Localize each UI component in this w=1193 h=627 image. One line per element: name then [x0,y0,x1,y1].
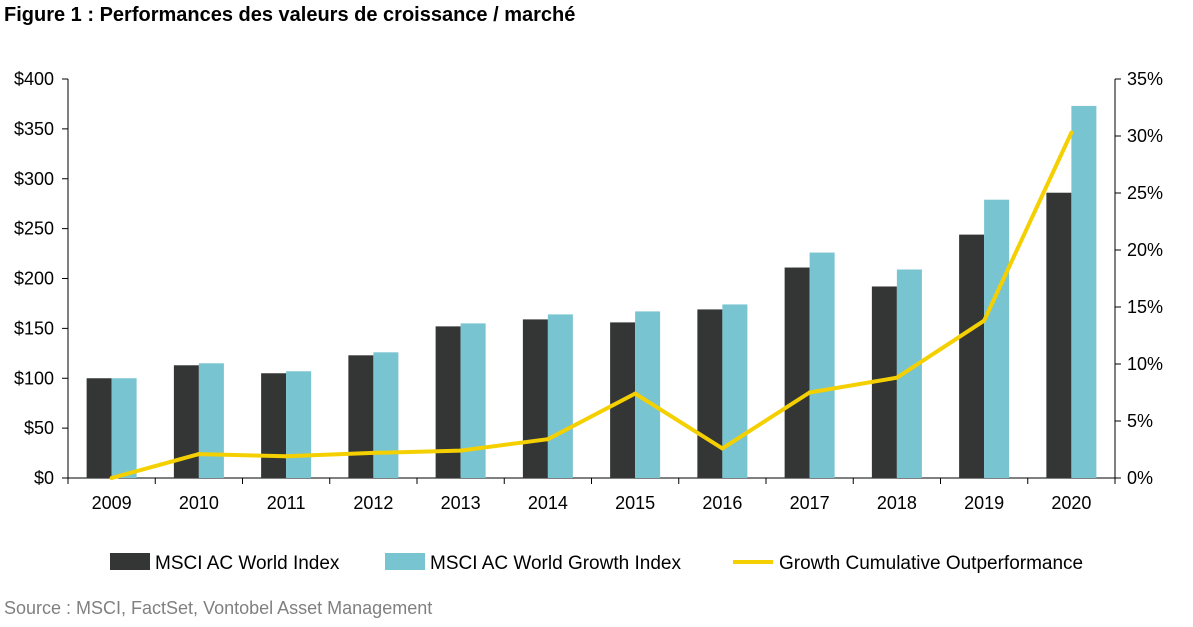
source-note: Source : MSCI, FactSet, Vontobel Asset M… [4,598,433,618]
x-tick-label: 2018 [877,493,917,513]
bar-msci-ac-world-growth-2017 [809,252,835,478]
bar-msci-ac-world-growth-2009 [111,378,137,478]
chart-title: Figure 1 : Performances des valeurs de c… [4,4,576,26]
y-left-tick-label: $400 [14,69,54,89]
outperformance-point-2015 [633,391,638,396]
bar-msci-ac-world-2017 [784,267,810,478]
bar-msci-ac-world-growth-2020 [1071,105,1097,479]
x-tick-label: 2013 [441,493,481,513]
outperformance-point-2013 [458,448,463,453]
outperformance-point-2017 [807,390,812,395]
chart: $0 $50 $100 $150 $200 $250 $300 $350 $400 0% 5% 10%… [14,69,1163,574]
growth-cumulative-outperformance-line [111,131,1074,480]
x-tick-label: 2017 [790,493,830,513]
bar-msci-ac-world-growth-2019 [984,199,1010,478]
bar-msci-ac-world-growth-2012 [373,352,399,478]
x-tick-label: 2010 [179,493,219,513]
bar-msci-ac-world-2011 [261,373,287,478]
x-tick-label: 2016 [702,493,742,513]
x-tick-label: 2014 [528,493,568,513]
x-tick-label: 2019 [964,493,1004,513]
bar-msci-ac-world-2020 [1046,192,1072,478]
y-left-tick-label: $250 [14,219,54,239]
y-right-tick-label: 35% [1127,69,1163,89]
outperformance-point-2009 [109,476,114,480]
bar-msci-ac-world-2013 [435,326,461,478]
bar-msci-ac-world-growth-2014 [547,314,573,478]
legend-label-outperformance: Growth Cumulative Outperformance [779,553,1083,574]
axes: $0 $50 $100 $150 $200 $250 $300 $350 $400 0% 5% 10%… [14,69,1163,513]
outperformance-point-2012 [371,450,376,455]
y-right-tick-label: 30% [1127,126,1163,146]
legend: MSCI AC World Index MSCI AC World Growth … [110,553,1083,574]
legend-swatch-msci-ac-world [110,553,150,570]
outperformance-point-2018 [894,375,899,380]
x-tick-label: 2020 [1051,493,1091,513]
y-left-tick-label: $150 [14,318,54,338]
outperformance-point-2014 [545,437,550,442]
y-right-tick-label: 15% [1127,297,1163,317]
x-tick-label: 2012 [353,493,393,513]
legend-label-msci-ac-world-growth: MSCI AC World Growth Index [430,553,681,574]
x-tick-label: 2015 [615,493,655,513]
y-right-tick-label: 10% [1127,354,1163,374]
bar-msci-ac-world-2016 [697,309,723,478]
y-left-tick-label: $0 [34,468,54,488]
bar-msci-ac-world-2012 [348,355,374,478]
bar-msci-ac-world-2009 [86,378,112,478]
y-left-tick-label: $200 [14,269,54,289]
outperformance-point-2011 [284,454,289,459]
outperformance-point-2010 [196,452,201,457]
outperformance-line-layer [109,130,1074,480]
y-left-tick-label: $350 [14,119,54,139]
bars [86,105,1097,479]
x-tick-label: 2011 [267,493,306,513]
legend-label-msci-ac-world: MSCI AC World Index [155,553,340,574]
bar-msci-ac-world-growth-2010 [198,363,224,478]
legend-swatch-msci-ac-world-growth [385,553,425,570]
y-left-tick-label: $50 [24,418,54,438]
y-right-tick-label: 25% [1127,183,1163,203]
x-tick-label: 2009 [92,493,132,513]
y-left-tick-label: $300 [14,169,54,189]
bar-msci-ac-world-growth-2013 [460,323,486,478]
bar-msci-ac-world-growth-2011 [286,371,312,478]
bar-msci-ac-world-growth-2016 [722,304,748,478]
y-right-tick-label: 5% [1127,411,1153,431]
outperformance-point-2020 [1069,130,1074,135]
bar-msci-ac-world-2014 [522,319,548,478]
y-left-tick-label: $100 [14,368,54,388]
outperformance-point-2016 [720,446,725,451]
y-right-tick-label: 0% [1127,468,1153,488]
bar-msci-ac-world-2019 [959,234,985,478]
outperformance-point-2019 [982,318,987,323]
y-right-tick-label: 20% [1127,240,1163,260]
